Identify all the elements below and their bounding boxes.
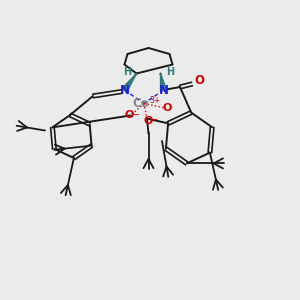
Text: O: O (163, 103, 172, 113)
Polygon shape (122, 74, 136, 92)
Text: O: O (144, 116, 153, 126)
Text: O: O (124, 110, 134, 121)
Text: N: N (158, 83, 169, 97)
Text: N: N (119, 83, 130, 97)
Text: O: O (194, 74, 205, 88)
Text: H: H (166, 67, 175, 77)
Text: 3+: 3+ (150, 96, 161, 105)
Text: H: H (123, 67, 132, 77)
Polygon shape (160, 74, 166, 91)
Text: Co: Co (133, 97, 149, 110)
Text: −: − (150, 115, 159, 125)
Text: −: − (132, 110, 140, 120)
